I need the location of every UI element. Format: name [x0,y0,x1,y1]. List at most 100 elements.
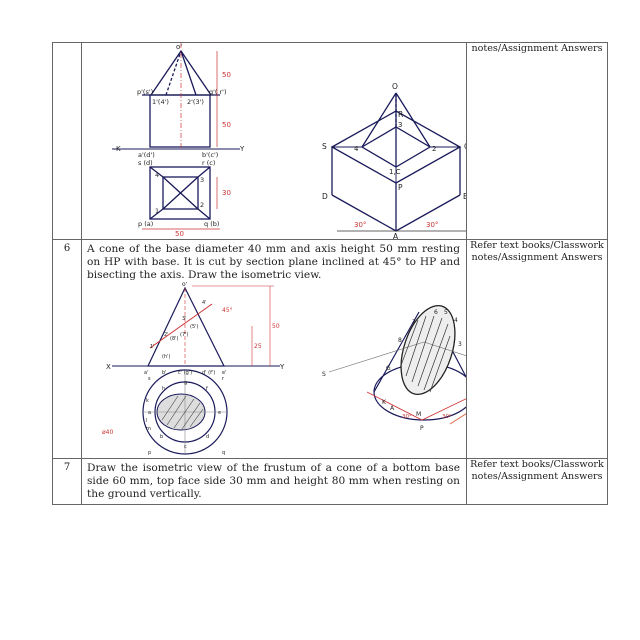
label: 2 [200,201,204,209]
label: D [322,192,328,201]
question-cell: o' 50 50 30 50 p'(s') q'( r') 1'(4') 2'(… [81,42,467,240]
table-row: 7 Draw the isometric view of the frustum… [52,458,608,505]
question-text: A cone of the base diameter 40 mm and ax… [87,243,460,281]
label: 3 [398,121,402,129]
hatch-lines [399,315,451,393]
label: p [148,450,151,456]
label: 4' [202,300,207,306]
label: G [386,365,391,372]
table-row: o' 50 50 30 50 p'(s') q'( r') 1'(4') 2'(… [52,42,608,240]
label: a'(d') [138,151,155,159]
label: 6 [434,309,438,316]
label: 2'(3') [187,98,204,106]
dim-label: 25 [254,343,262,350]
dim-label: 30 [222,189,231,197]
label: b'(c') [202,151,218,159]
label: 1'(4') [152,98,169,106]
label: s (d) [138,159,153,167]
reference-cell: Refer text books/Classwork notes/Assignm… [466,239,608,459]
label: Q [464,142,466,151]
label: e' [222,370,226,376]
label: l [146,418,147,424]
question-cell: A cone of the base diameter 40 mm and ax… [81,239,467,459]
label: 1' [150,344,155,350]
question-table: o' 50 50 30 50 p'(s') q'( r') 1'(4') 2'(… [52,42,608,505]
label: s [148,376,151,382]
label: p (a) [138,220,153,228]
label: M [416,411,421,418]
label: h [162,386,165,392]
angle-label: 45° [222,307,233,314]
label: 7 [412,319,416,326]
label: (h') [162,354,170,360]
label: Y [239,145,245,153]
label: A [390,405,395,412]
label: S [322,371,326,378]
label: 2 [432,145,436,153]
question-number: 7 [63,462,71,473]
dim-label: 50 [175,230,184,238]
label: Y [279,363,285,371]
dim-label: 50 [272,323,280,330]
label: K [116,145,121,153]
label: q'( r') [209,88,227,96]
label: 4 [155,171,159,179]
label: m [146,426,151,432]
label: e [218,410,221,416]
label: A [393,232,399,239]
label: d [206,434,209,440]
label: g [184,380,187,386]
label: o' [176,43,182,51]
label: S [322,142,327,151]
hatch-lines [161,395,204,430]
question-number [52,42,82,240]
dim-label: ø40 [102,429,113,436]
label: O [392,82,398,91]
label: 3 [200,176,204,184]
label: o' [182,282,188,288]
angle-label: 30° [354,221,366,229]
label: a [148,410,151,416]
question-cell: Draw the isometric view of the frustum o… [81,458,467,505]
angle-label: 30° [442,414,452,420]
table-row: 6 A cone of the base diameter 40 mm and … [52,239,608,459]
orthographic-view-pyramid [112,43,240,230]
label: 3' [182,316,187,322]
question-number: 6 [63,243,71,254]
label: K [382,399,387,406]
dim-label: 50 [222,121,231,129]
label: P [420,425,424,432]
dim-label: 50 [222,71,231,79]
reference-cell: notes/Assignment Answers [466,42,608,240]
label: 8 [398,337,402,344]
orthographic-view-cone [112,285,280,455]
label: d' (f') [202,370,215,376]
label: r (c) [202,159,215,167]
angle-label: 30° [426,221,438,229]
label: k [146,398,149,404]
label: q [222,450,225,456]
isometric-view-cone [328,304,466,425]
label: 2' [164,332,169,338]
label: a' [144,370,148,376]
label: 4 [354,145,359,153]
cone-section-figure: o' 45° 50 25 X Y ø40 4' 3' (5') 2' (7') … [102,282,466,456]
pyramid-figure: o' 50 50 30 50 p'(s') q'( r') 1'(4') 2'(… [112,43,466,239]
angle-label: 30° [402,414,412,420]
label: b' [162,370,167,376]
label: c' (g') [178,370,192,376]
label: 4 [454,317,458,324]
label: p'(s') [137,88,153,96]
label: 5 [444,309,448,316]
isometric-view-pyramid [330,92,466,232]
label: 1,C [389,168,401,176]
label: P [398,183,403,192]
label: b [160,434,163,440]
label: R [398,110,403,119]
label: B [463,192,466,201]
label: q (b) [204,220,219,228]
label: X [106,363,111,371]
label: 1 [155,207,159,215]
question-text: Draw the isometric view of the frustum o… [87,462,460,500]
label: (5') [190,324,199,330]
